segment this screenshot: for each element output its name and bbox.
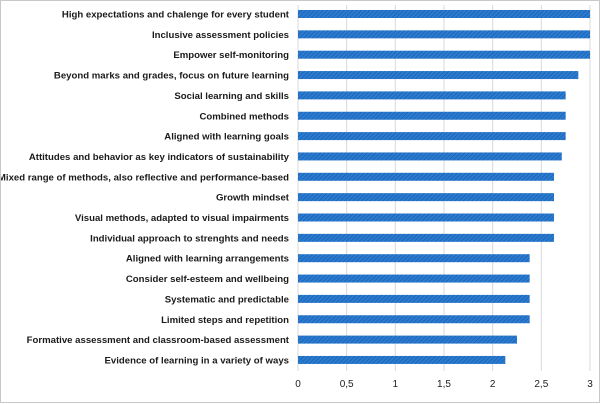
bar [298,274,530,283]
x-tick-label: 0,5 [340,379,354,390]
bar [298,254,530,263]
bar [298,294,530,303]
bar [298,91,566,100]
bar [298,193,554,202]
bar [298,213,554,222]
x-tick-label: 1 [393,379,399,390]
category-label: Systematic and predictable [165,294,289,305]
category-label: Empower self-monitoring [173,50,289,61]
x-tick-label: 0 [295,379,301,390]
category-label: Attitudes and behavior as key indicators… [29,152,290,163]
bar [298,132,566,141]
bar [298,111,566,120]
x-tick-label: 2 [490,379,496,390]
category-label: Evidence of learning in a variety of way… [105,355,289,366]
bar [298,335,517,344]
category-label: Consider self-esteem and wellbeing [126,274,289,285]
bar [298,10,590,18]
bar [298,50,590,59]
x-tick-label: 1,5 [437,379,451,390]
x-tick-label: 2,5 [534,379,548,390]
category-label: Mixed range of methods, also reflective … [1,172,289,183]
category-labels: High expectations and chalenge for every… [1,10,290,367]
x-tick-label: 3 [587,379,593,390]
category-label: Aligned with learning goals [164,132,289,143]
category-label: Inclusive assessment policies [152,30,289,41]
category-label: Beyond marks and grades, focus on future… [54,71,289,82]
category-label: Social learning and skills [174,91,289,102]
bar [298,152,562,161]
bar [298,71,579,80]
bar [298,315,530,324]
category-label: Visual methods, adapted to visual impair… [75,213,289,224]
bar [298,30,590,39]
bar [298,233,554,242]
bar [298,355,506,364]
category-label: Limited steps and repetition [161,315,289,326]
gridlines [297,5,591,371]
category-label: Combined methods [199,111,289,122]
category-label: High expectations and chalenge for every… [62,10,290,21]
bars [298,10,590,364]
category-label: Growth mindset [216,193,290,204]
x-axis-ticks: 0 0,5 1 1,5 2 2,5 3 [295,379,593,390]
category-label: Formative assessment and classroom-based… [27,335,290,346]
category-label: Aligned with learning arrangements [126,254,289,265]
category-label: Individual approach to strenghts and nee… [90,233,289,244]
bar [298,172,554,181]
